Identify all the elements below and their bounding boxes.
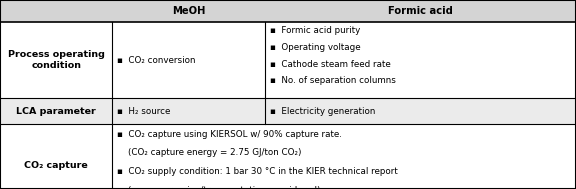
Text: (CO₂ capture energy = 2.75 GJ/ton CO₂): (CO₂ capture energy = 2.75 GJ/ton CO₂) xyxy=(117,148,301,157)
Text: ▪  Formic acid purity: ▪ Formic acid purity xyxy=(270,26,360,35)
Text: ▪  Cathode steam feed rate: ▪ Cathode steam feed rate xyxy=(270,60,391,69)
Text: (no compression/transportation considered): (no compression/transportation considere… xyxy=(117,186,320,189)
Text: ▪  CO₂ supply condition: 1 bar 30 °C in the KIER technical report: ▪ CO₂ supply condition: 1 bar 30 °C in t… xyxy=(117,167,397,176)
Text: Formic acid: Formic acid xyxy=(388,6,453,16)
Text: ▪  H₂ source: ▪ H₂ source xyxy=(117,107,170,115)
Text: ▪  Electricity generation: ▪ Electricity generation xyxy=(270,107,375,115)
Text: ▪  CO₂ capture using KIERSOL w/ 90% capture rate.: ▪ CO₂ capture using KIERSOL w/ 90% captu… xyxy=(117,130,342,139)
Text: MeOH: MeOH xyxy=(172,6,205,16)
Polygon shape xyxy=(0,22,576,98)
Text: ▪  CO₂ conversion: ▪ CO₂ conversion xyxy=(117,56,195,64)
Polygon shape xyxy=(0,0,576,22)
Text: ▪  Operating voltage: ▪ Operating voltage xyxy=(270,43,360,52)
Text: ▪  No. of separation columns: ▪ No. of separation columns xyxy=(270,76,396,85)
Polygon shape xyxy=(0,98,576,124)
Text: Process operating
condition: Process operating condition xyxy=(7,50,105,70)
Polygon shape xyxy=(0,124,576,189)
Text: CO₂ capture: CO₂ capture xyxy=(24,161,88,170)
Text: LCA parameter: LCA parameter xyxy=(16,107,96,115)
